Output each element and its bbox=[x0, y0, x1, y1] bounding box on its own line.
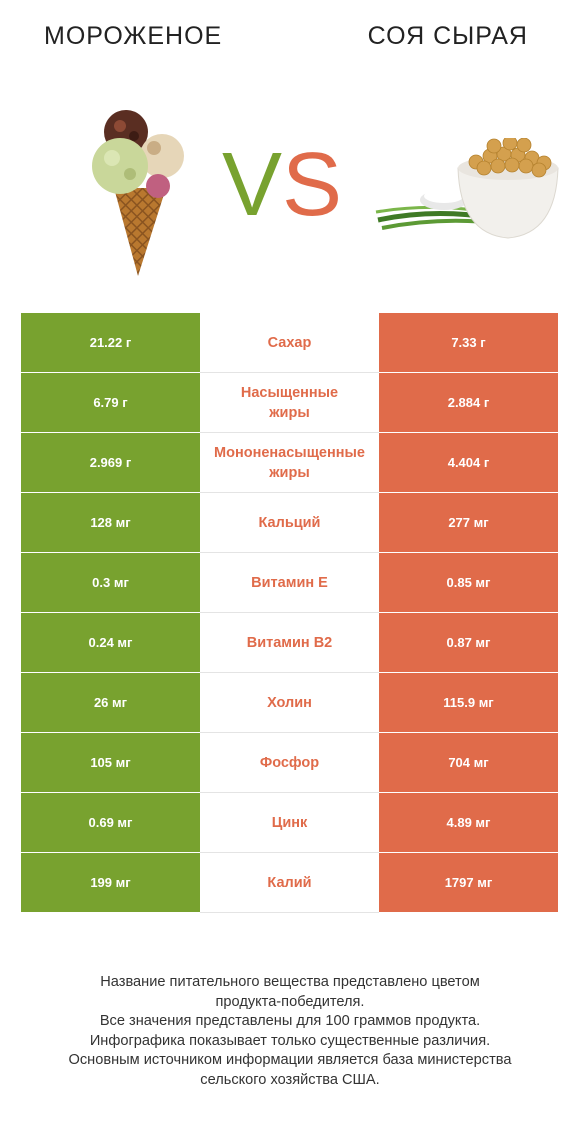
nutrient-label: Мононенасыщенные жиры bbox=[200, 432, 379, 493]
raw-soybeans-image bbox=[375, 138, 559, 239]
right-value: 0.87 мг bbox=[379, 612, 558, 673]
table-row: 6.79 г Насыщенные жиры 2.884 г bbox=[21, 372, 558, 433]
right-value: 0.85 мг bbox=[379, 552, 558, 613]
right-value: 2.884 г bbox=[379, 372, 558, 433]
versus-label: VS bbox=[222, 140, 342, 230]
left-value: 0.69 мг bbox=[21, 792, 200, 853]
table-row: 199 мг Калий 1797 мг bbox=[21, 852, 558, 913]
right-value: 115.9 мг bbox=[379, 672, 558, 733]
nutrient-label: Фосфор bbox=[200, 732, 379, 793]
left-value: 26 мг bbox=[21, 672, 200, 733]
left-value: 199 мг bbox=[21, 852, 200, 913]
nutrient-label: Кальций bbox=[200, 492, 379, 553]
nutrient-label: Насыщенные жиры bbox=[200, 372, 379, 433]
footer-line: Все значения представлены для 100 граммо… bbox=[99, 1013, 481, 1029]
table-row: 105 мг Фосфор 704 мг bbox=[21, 732, 558, 793]
left-value: 0.3 мг bbox=[21, 552, 200, 613]
right-value: 704 мг bbox=[379, 732, 558, 793]
ice-cream-cone-image bbox=[92, 110, 184, 276]
nutrient-label: Витамин E bbox=[200, 552, 379, 613]
left-value: 105 мг bbox=[21, 732, 200, 793]
nutrient-label: Витамин B2 bbox=[200, 612, 379, 673]
left-value: 6.79 г bbox=[21, 372, 200, 433]
table-row: 0.24 мг Витамин B2 0.87 мг bbox=[21, 612, 558, 673]
table-row: 128 мг Кальций 277 мг bbox=[21, 492, 558, 553]
nutrient-label-line: Насыщенные bbox=[240, 384, 339, 401]
footer-line: Название питательного вещества представл… bbox=[100, 974, 480, 990]
right-value: 277 мг bbox=[379, 492, 558, 553]
table-row: 2.969 г Мононенасыщенные жиры 4.404 г bbox=[21, 432, 558, 493]
nutrient-label-line: жиры bbox=[269, 404, 310, 421]
table-row: 26 мг Холин 115.9 мг bbox=[21, 672, 558, 733]
footer-line: Инфографика показывает только существенн… bbox=[89, 1032, 491, 1049]
right-value: 4.89 мг bbox=[379, 792, 558, 853]
nutrient-label-line: жиры bbox=[269, 464, 310, 481]
left-value: 128 мг bbox=[21, 492, 200, 553]
right-value: 7.33 г bbox=[379, 313, 558, 373]
vs-letter-s: S bbox=[282, 135, 343, 235]
right-product-title: СОЯ СЫРАЯ bbox=[367, 22, 528, 50]
table-row: 0.3 мг Витамин E 0.85 мг bbox=[21, 552, 558, 613]
right-value: 1797 мг bbox=[379, 852, 558, 913]
nutrient-label-line: Мононенасыщенные bbox=[214, 444, 365, 461]
table-row: 0.69 мг Цинк 4.89 мг bbox=[21, 792, 558, 853]
left-value: 0.24 мг bbox=[21, 612, 200, 673]
footer-line: продукта-победителя. bbox=[215, 993, 365, 1010]
nutrient-label: Калий bbox=[200, 852, 379, 913]
nutrient-label: Холин bbox=[200, 672, 379, 733]
footer-line: сельского хозяйства США. bbox=[200, 1071, 380, 1088]
table-row: 21.22 г Сахар 7.33 г bbox=[21, 313, 558, 373]
footer-note: Название питательного вещества представл… bbox=[0, 973, 580, 1090]
nutrient-label: Сахар bbox=[200, 313, 379, 373]
nutrient-label: Цинк bbox=[200, 792, 379, 853]
vs-letter-v: V bbox=[222, 135, 283, 235]
footer-line: Основным источником информации является … bbox=[68, 1052, 512, 1068]
comparison-table: 21.22 г Сахар 7.33 г 6.79 г Насыщенные жи… bbox=[21, 313, 558, 913]
right-value: 4.404 г bbox=[379, 432, 558, 493]
left-value: 2.969 г bbox=[21, 432, 200, 493]
left-value: 21.22 г bbox=[21, 313, 200, 373]
left-product-title: МОРОЖЕНОЕ bbox=[44, 22, 223, 50]
